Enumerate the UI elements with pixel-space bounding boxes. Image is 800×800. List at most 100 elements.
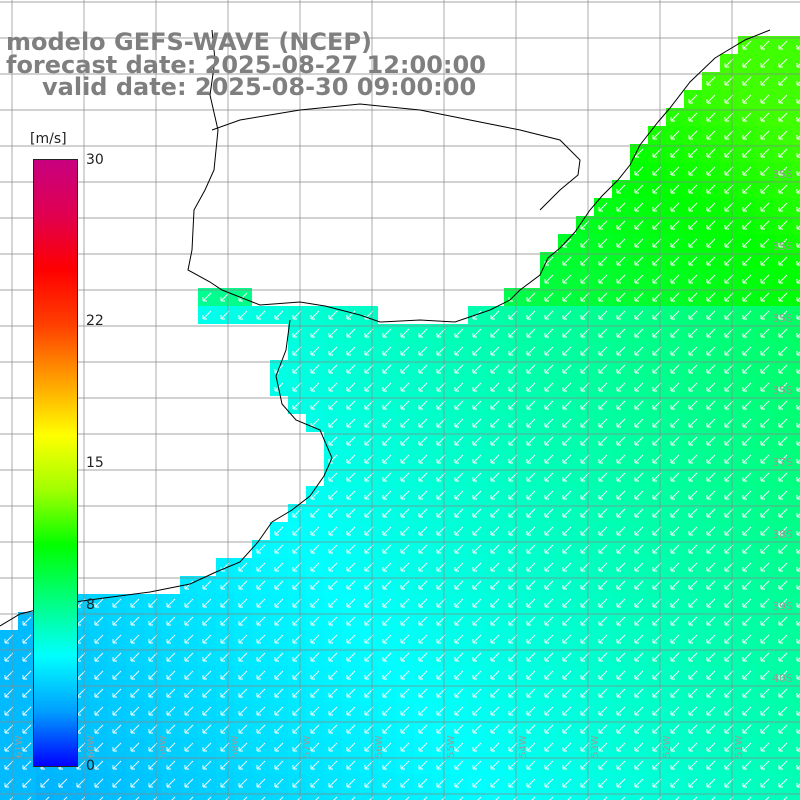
wind-arrow <box>328 670 338 680</box>
wind-arrow <box>598 364 608 374</box>
wind-arrow <box>778 580 788 590</box>
wind-arrow <box>400 688 410 698</box>
wind-arrow <box>760 238 770 248</box>
wind-arrow <box>778 670 788 680</box>
wind-arrow <box>796 225 800 230</box>
wind-arrow <box>274 760 284 770</box>
wind-arrow <box>778 778 788 788</box>
wind-arrow <box>796 549 800 554</box>
wind-arrow <box>562 364 572 374</box>
wind-arrow <box>382 364 392 374</box>
wind-arrow <box>778 454 788 464</box>
wind-arrow <box>693 796 698 800</box>
wind-arrow <box>778 184 788 194</box>
wind-arrow <box>22 634 32 644</box>
wind-arrow <box>742 148 752 158</box>
wind-arrow <box>634 382 644 392</box>
wind-arrow <box>310 490 320 500</box>
wind-arrow <box>796 477 800 482</box>
wind-arrow <box>747 796 752 800</box>
wind-arrow <box>274 742 284 752</box>
wind-arrow <box>256 562 266 572</box>
wind-arrow <box>112 616 122 626</box>
wind-arrow <box>310 364 320 374</box>
wind-arrow <box>310 310 320 320</box>
wind-arrow <box>670 202 680 212</box>
wind-arrow <box>310 616 320 626</box>
wind-arrow <box>742 202 752 212</box>
wind-arrow <box>616 256 626 266</box>
wind-arrow <box>544 418 554 428</box>
wind-arrow <box>634 328 644 338</box>
wind-arrow <box>688 580 698 590</box>
wind-arrow <box>544 454 554 464</box>
wind-arrow <box>760 418 770 428</box>
wind-arrow <box>778 202 788 212</box>
wind-arrow <box>634 436 644 446</box>
wind-arrow <box>562 634 572 644</box>
wind-arrow <box>562 310 572 320</box>
wind-arrow <box>688 472 698 482</box>
wind-arrow <box>274 616 284 626</box>
wind-arrow <box>94 778 104 788</box>
wind-arrow <box>472 364 482 374</box>
wind-arrow <box>796 765 800 770</box>
wind-arrow <box>760 256 770 266</box>
wind-arrow <box>333 796 338 800</box>
wind-arrow <box>796 783 800 788</box>
wind-arrow <box>418 544 428 554</box>
wind-arrow <box>670 148 680 158</box>
wind-arrow <box>670 742 680 752</box>
wind-arrow <box>544 706 554 716</box>
wind-arrow <box>130 634 140 644</box>
wind-arrow <box>796 189 800 194</box>
wind-arrow <box>490 724 500 734</box>
wind-arrow <box>549 796 554 800</box>
wind-arrow <box>688 724 698 734</box>
wind-arrow <box>382 634 392 644</box>
wind-arrow <box>346 382 356 392</box>
wind-arrow <box>202 742 212 752</box>
wind-arrow <box>634 400 644 410</box>
wind-arrow <box>310 562 320 572</box>
wind-arrow <box>256 634 266 644</box>
wind-arrow <box>670 652 680 662</box>
wind-arrow <box>454 598 464 608</box>
wind-arrow <box>238 634 248 644</box>
wind-cell <box>792 612 800 630</box>
wind-cell <box>792 576 800 594</box>
wind-arrow <box>328 562 338 572</box>
wind-arrow <box>454 364 464 374</box>
wind-arrow <box>742 310 752 320</box>
wind-arrow <box>526 706 536 716</box>
wind-arrow <box>706 454 716 464</box>
wind-arrow <box>688 544 698 554</box>
wind-arrow <box>670 778 680 788</box>
wind-arrow <box>742 490 752 500</box>
wind-arrow <box>706 670 716 680</box>
wind-arrow <box>760 310 770 320</box>
wind-arrow <box>634 616 644 626</box>
wind-arrow <box>616 724 626 734</box>
wind-arrow <box>562 274 572 284</box>
legend-tick-0: 0 <box>86 758 95 774</box>
wind-arrow <box>616 382 626 392</box>
wind-arrow <box>562 778 572 788</box>
wind-arrow <box>202 580 212 590</box>
wind-arrow <box>256 544 266 554</box>
wind-cell <box>684 792 702 800</box>
wind-arrow <box>634 508 644 518</box>
wind-arrow <box>454 778 464 788</box>
wind-arrow <box>130 724 140 734</box>
wind-arrow <box>634 490 644 500</box>
wind-arrow <box>778 148 788 158</box>
wind-arrow <box>706 310 716 320</box>
wind-arrow <box>328 706 338 716</box>
wind-cell <box>792 504 800 522</box>
wind-arrow <box>94 742 104 752</box>
wind-arrow <box>274 706 284 716</box>
wind-cell <box>234 792 252 800</box>
wind-arrow <box>454 706 464 716</box>
wind-arrow <box>760 472 770 482</box>
wind-arrow <box>130 652 140 662</box>
